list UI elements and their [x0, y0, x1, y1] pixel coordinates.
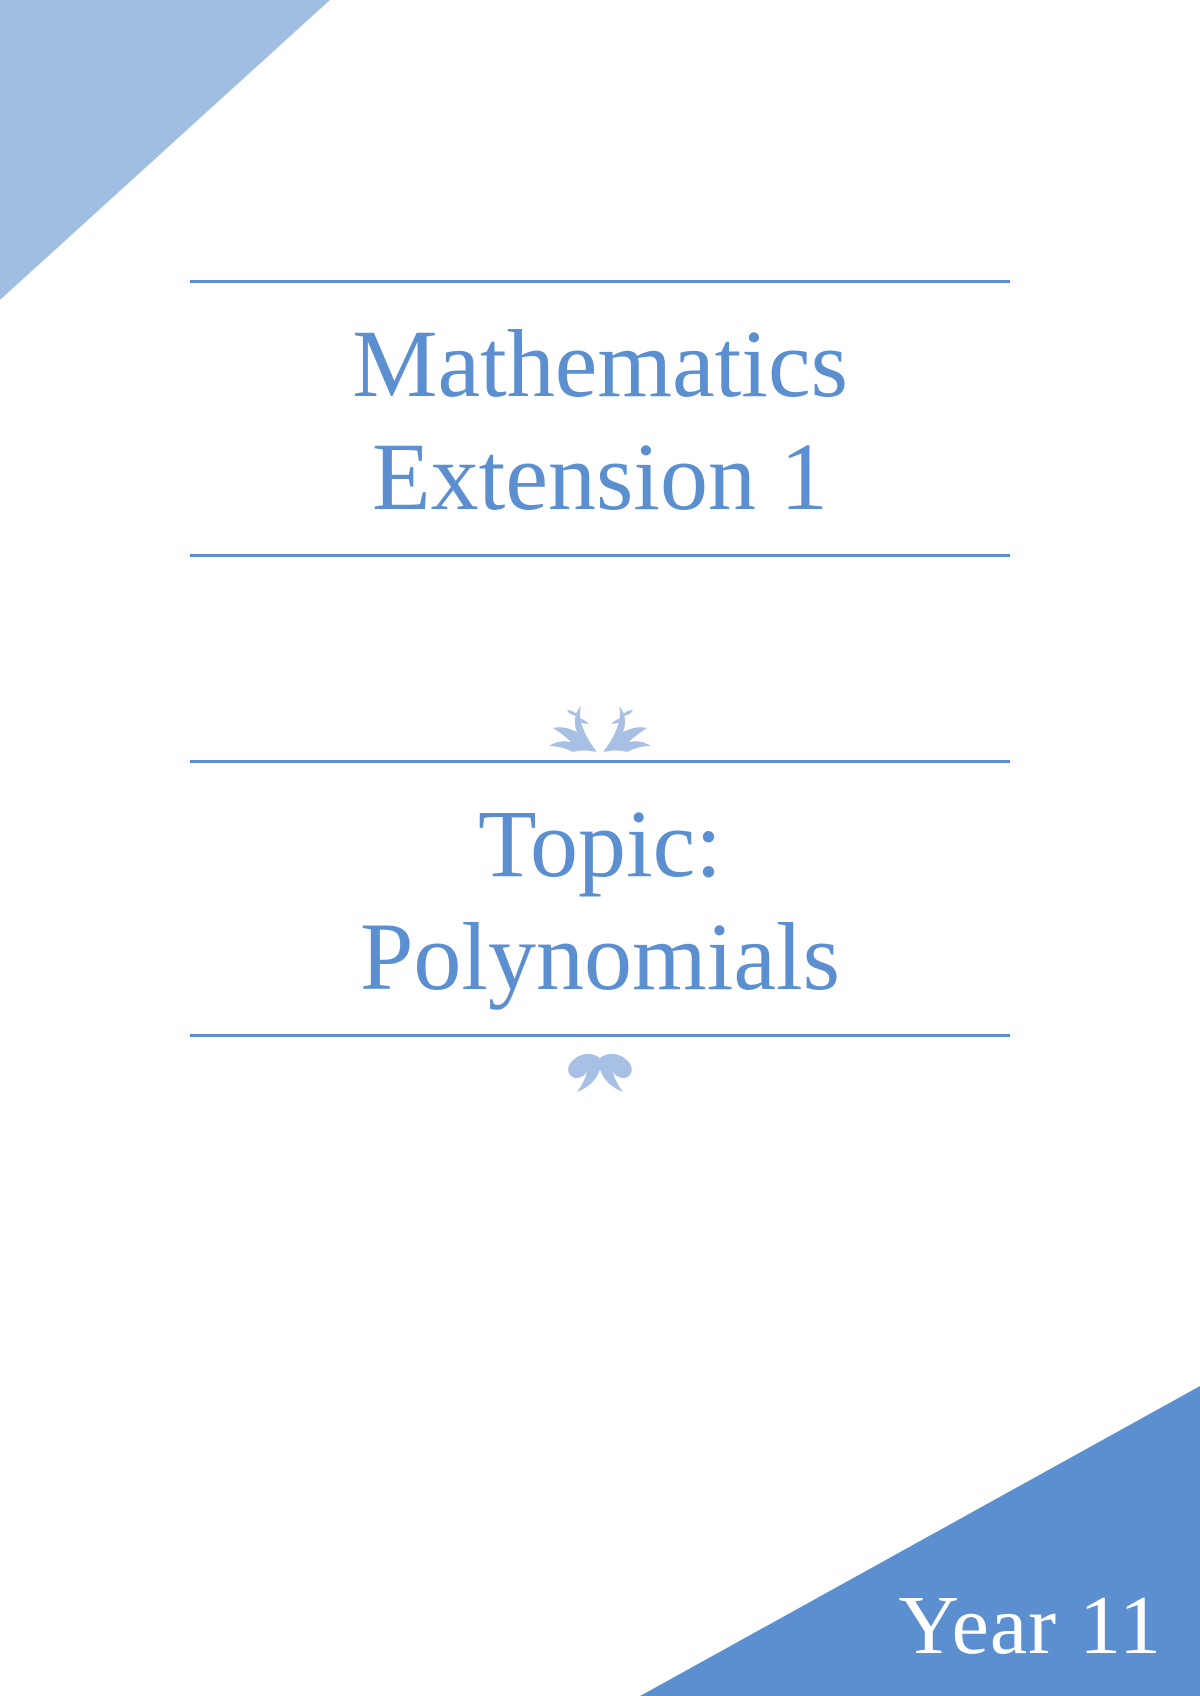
- topic-title-line2: Polynomials: [360, 903, 840, 1010]
- topic-title-line1: Topic:: [478, 790, 722, 897]
- corner-triangle-top-left: [0, 0, 330, 300]
- title-block-main: Mathematics Extension 1: [190, 280, 1010, 557]
- rule-bottom-2: [190, 1034, 1010, 1037]
- cover-page: Year 11 Mathematics Extension 1: [0, 0, 1200, 1696]
- rule-bottom-1: [190, 554, 1010, 557]
- topic-title: Topic: Polynomials: [190, 763, 1010, 1034]
- ornament-bottom-icon: [555, 1052, 645, 1103]
- title-block-topic: Topic: Polynomials: [190, 760, 1010, 1037]
- course-title-line2: Extension 1: [372, 423, 828, 530]
- year-label: Year 11: [898, 1577, 1162, 1674]
- course-title: Mathematics Extension 1: [190, 283, 1010, 554]
- ornament-top-icon: [535, 704, 665, 754]
- course-title-line1: Mathematics: [352, 310, 848, 417]
